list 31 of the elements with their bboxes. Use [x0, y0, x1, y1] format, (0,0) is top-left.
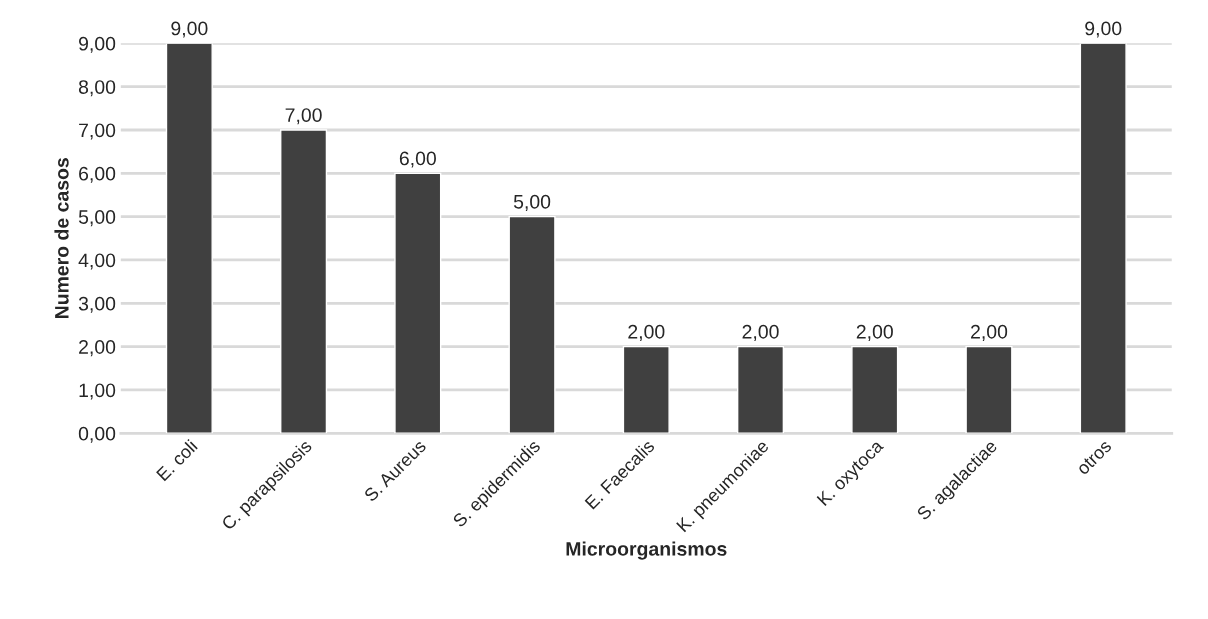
- y-tick-label: 3,00: [78, 296, 116, 313]
- data-label: 9,00: [171, 21, 208, 38]
- y-tick-label: 7,00: [79, 123, 116, 140]
- y-tick-label: 5,00: [78, 210, 116, 227]
- bar: [965, 345, 1013, 434]
- data-label: 2,00: [628, 324, 665, 341]
- x-axis-title: Microorganismos: [566, 541, 727, 560]
- bar: [508, 215, 556, 434]
- y-tick-label: 2,00: [79, 340, 116, 357]
- bar: [394, 172, 442, 434]
- data-label: 7,00: [285, 108, 322, 125]
- bar: [1079, 43, 1127, 434]
- x-tick-label: E. coli: [155, 439, 198, 482]
- y-tick-label: 0,00: [78, 426, 116, 443]
- bar: [851, 345, 899, 434]
- y-tick-label: 8,00: [78, 80, 116, 97]
- data-label: 2,00: [856, 324, 893, 341]
- data-label: 9,00: [1085, 21, 1122, 38]
- y-axis-title: Numero de casos: [54, 158, 69, 319]
- y-tick-label: 4,00: [78, 253, 116, 270]
- bar: [736, 345, 785, 434]
- y-tick-label: 1,00: [79, 383, 116, 400]
- bar: [165, 43, 213, 434]
- bar: [280, 129, 328, 434]
- y-tick-label: 6,00: [79, 166, 116, 183]
- data-label: 5,00: [513, 194, 551, 211]
- data-label: 2,00: [742, 324, 779, 341]
- bar: [622, 345, 670, 434]
- y-tick-label: 9,00: [79, 36, 116, 53]
- data-label: 2,00: [971, 324, 1008, 341]
- data-label: 6,00: [399, 151, 436, 168]
